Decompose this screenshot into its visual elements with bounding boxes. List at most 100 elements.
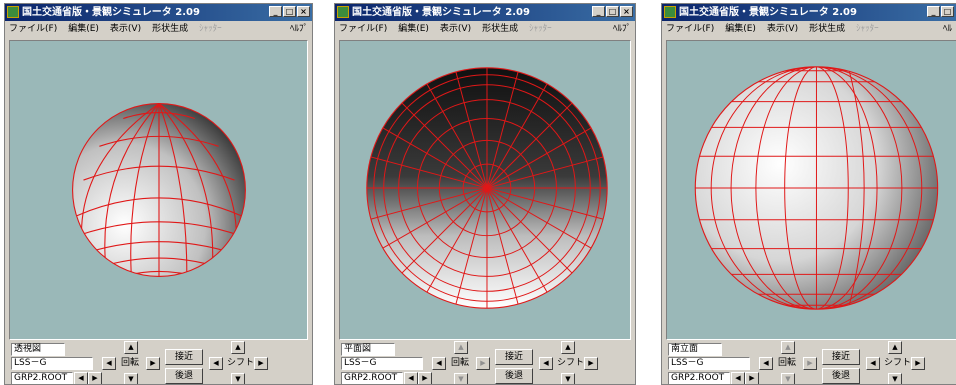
next-root-button[interactable]: ▶ <box>418 372 432 384</box>
rotate-up-button[interactable]: ▲ <box>454 341 468 354</box>
view-name-field[interactable]: 平面図 <box>341 343 395 356</box>
maximize-button[interactable]: □ <box>606 6 619 17</box>
view-name-field[interactable]: 南立面 <box>668 343 722 356</box>
rotate-down-button[interactable]: ▼ <box>454 373 468 384</box>
object-name-field[interactable]: LSS－G <box>341 357 423 370</box>
menu-bar: ファイル(F) 編集(E) 表示(V) 形状生成 ｼｬｯﾀｰ ﾍﾙﾌﾟ <box>5 22 312 37</box>
shift-down-button[interactable]: ▼ <box>561 373 575 384</box>
root-name-field[interactable]: GRP2.ROOT <box>11 372 73 384</box>
rotate-left-button[interactable]: ◀ <box>759 357 773 370</box>
zoom-far-button[interactable]: 後退 <box>495 368 533 384</box>
zoom-near-button[interactable]: 接近 <box>495 349 533 365</box>
window-title: 国土交通省版・景観シミュレータ 2.09 <box>352 7 530 18</box>
rotate-label: 回転 <box>121 358 140 368</box>
minimize-button[interactable]: _ <box>269 6 282 17</box>
menu-shutter: ｼｬｯﾀｰ <box>529 24 552 34</box>
menu-shutter: ｼｬｯﾀｰ <box>199 24 222 34</box>
menu-file[interactable]: ファイル(F) <box>666 24 715 34</box>
view-name-field[interactable]: 透視図 <box>11 343 65 356</box>
menu-file[interactable]: ファイル(F) <box>339 24 388 34</box>
sphere-render <box>694 66 939 310</box>
3d-viewport[interactable] <box>339 40 631 340</box>
prev-root-button[interactable]: ◀ <box>404 372 418 384</box>
menu-help[interactable]: ﾍﾙﾌﾟ <box>289 24 308 34</box>
app-icon <box>664 6 676 18</box>
zoom-near-button[interactable]: 接近 <box>165 349 203 365</box>
app-icon <box>7 6 19 18</box>
shift-right-button[interactable]: ▶ <box>911 357 925 370</box>
zoom-near-button[interactable]: 接近 <box>822 349 860 365</box>
shift-label: シフト <box>884 358 912 368</box>
sphere-wireframe <box>76 103 242 277</box>
simulator-window-plan: 国土交通省版・景観シミュレータ 2.09 _ □ × ファイル(F) 編集(E) 表… <box>334 3 636 385</box>
window-title: 国土交通省版・景観シミュレータ 2.09 <box>22 7 200 18</box>
title-bar: 国土交通省版・景観シミュレータ 2.09 _ □ × <box>335 4 635 21</box>
rotate-right-button[interactable]: ▶ <box>146 357 160 370</box>
simulator-window-elevation: 国土交通省版・景観シミュレータ 2.09 _ □ ファイル(F) 編集(E) 表示(… <box>661 3 956 385</box>
menu-shape-generate[interactable]: 形状生成 <box>482 24 519 34</box>
rotate-left-button[interactable]: ◀ <box>102 357 116 370</box>
window-title: 国土交通省版・景観シミュレータ 2.09 <box>679 7 857 18</box>
prev-root-button[interactable]: ◀ <box>731 372 745 384</box>
close-button[interactable]: × <box>620 6 633 17</box>
next-root-button[interactable]: ▶ <box>88 372 102 384</box>
menu-edit[interactable]: 編集(E) <box>398 24 429 34</box>
menu-shutter: ｼｬｯﾀｰ <box>856 24 879 34</box>
sphere-wireframe <box>366 67 608 309</box>
rotate-left-button[interactable]: ◀ <box>432 357 446 370</box>
title-bar: 国土交通省版・景観シミュレータ 2.09 _ □ × <box>5 4 312 21</box>
shift-down-button[interactable]: ▼ <box>231 373 245 384</box>
menu-view[interactable]: 表示(V) <box>439 24 472 34</box>
shift-down-button[interactable]: ▼ <box>888 373 902 384</box>
rotate-right-button[interactable]: ▶ <box>476 357 490 370</box>
rotate-up-button[interactable]: ▲ <box>124 341 138 354</box>
menu-help[interactable]: ﾍﾙ <box>942 24 952 34</box>
minimize-button[interactable]: _ <box>927 6 940 17</box>
shift-left-button[interactable]: ◀ <box>209 357 223 370</box>
object-name-field[interactable]: LSS－G <box>668 357 750 370</box>
close-button[interactable]: × <box>297 6 310 17</box>
shift-right-button[interactable]: ▶ <box>584 357 598 370</box>
zoom-far-button[interactable]: 後退 <box>822 368 860 384</box>
shift-up-button[interactable]: ▲ <box>231 341 245 354</box>
next-root-button[interactable]: ▶ <box>745 372 759 384</box>
3d-viewport[interactable] <box>9 40 308 340</box>
menu-view[interactable]: 表示(V) <box>109 24 142 34</box>
menu-bar: ファイル(F) 編集(E) 表示(V) 形状生成 ｼｬｯﾀｰ ﾍﾙ <box>662 22 956 37</box>
shift-up-button[interactable]: ▲ <box>561 341 575 354</box>
3d-viewport[interactable] <box>666 40 956 340</box>
rotate-down-button[interactable]: ▼ <box>124 373 138 384</box>
menu-bar: ファイル(F) 編集(E) 表示(V) 形状生成 ｼｬｯﾀｰ ﾍﾙﾌﾟ <box>335 22 635 37</box>
root-name-field[interactable]: GRP2.ROOT <box>341 372 403 384</box>
menu-edit[interactable]: 編集(E) <box>725 24 756 34</box>
maximize-button[interactable]: □ <box>941 6 954 17</box>
root-name-field[interactable]: GRP2.ROOT <box>668 372 730 384</box>
prev-root-button[interactable]: ◀ <box>74 372 88 384</box>
shift-label: シフト <box>227 358 255 368</box>
maximize-button[interactable]: □ <box>283 6 296 17</box>
object-name-field[interactable]: LSS－G <box>11 357 93 370</box>
rotate-right-button[interactable]: ▶ <box>803 357 817 370</box>
rotate-label: 回転 <box>451 358 470 368</box>
shift-left-button[interactable]: ◀ <box>539 357 553 370</box>
minimize-button[interactable]: _ <box>592 6 605 17</box>
shift-up-button[interactable]: ▲ <box>888 341 902 354</box>
sphere-render <box>72 103 246 277</box>
menu-edit[interactable]: 編集(E) <box>68 24 99 34</box>
rotate-up-button[interactable]: ▲ <box>781 341 795 354</box>
menu-shape-generate[interactable]: 形状生成 <box>809 24 846 34</box>
app-icon <box>337 6 349 18</box>
rotate-down-button[interactable]: ▼ <box>781 373 795 384</box>
zoom-far-button[interactable]: 後退 <box>165 368 203 384</box>
menu-view[interactable]: 表示(V) <box>766 24 799 34</box>
rotate-label: 回転 <box>778 358 797 368</box>
menu-file[interactable]: ファイル(F) <box>9 24 58 34</box>
menu-help[interactable]: ﾍﾙﾌﾟ <box>612 24 631 34</box>
shift-label: シフト <box>557 358 585 368</box>
shift-left-button[interactable]: ◀ <box>866 357 880 370</box>
menu-shape-generate[interactable]: 形状生成 <box>152 24 189 34</box>
title-bar: 国土交通省版・景観シミュレータ 2.09 _ □ <box>662 4 956 21</box>
sphere-render <box>366 67 608 309</box>
shift-right-button[interactable]: ▶ <box>254 357 268 370</box>
simulator-window-perspective: 国土交通省版・景観シミュレータ 2.09 _ □ × ファイル(F) 編集(E) 表… <box>4 3 313 385</box>
